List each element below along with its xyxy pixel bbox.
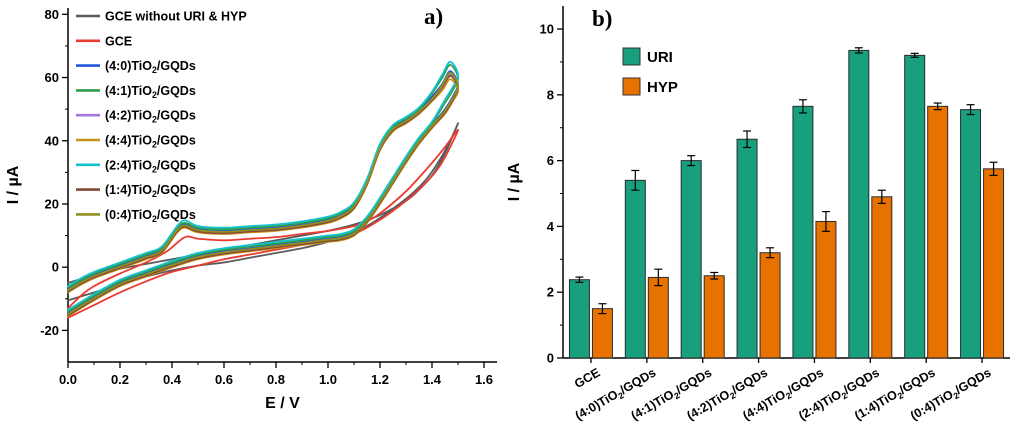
bar-uri-2: [680, 160, 702, 359]
bar-uri-5: [848, 49, 870, 359]
panel-b-y-axis-title: I / µA: [506, 162, 523, 201]
bar-hyp-3: [759, 252, 781, 359]
y-tick-label: 80: [45, 7, 59, 22]
panel-b-bar-chart: 0 2 4 6 8 10 I / µA GCE(4:0)TiO2/GQDs(4:1)TiO2/…: [506, 6, 1010, 423]
x-tick-label: 0.2: [111, 372, 129, 387]
legend-label: HYP: [647, 79, 678, 96]
panel-b-category-labels: GCE(4:0)TiO2/GQDs(4:1)TiO2/GQDs(4:2)TiO2…: [572, 358, 994, 423]
legend-item-7: (1:4)TiO2/GQDs: [76, 183, 196, 199]
bar-hyp-7: [983, 168, 1005, 359]
bar-hyp-0: [591, 308, 613, 359]
legend-label: GCE without URI & HYP: [105, 10, 247, 24]
legend-item-uri: URI: [622, 47, 673, 66]
bar-uri-4: [792, 105, 814, 359]
bar-hyp-5: [871, 196, 893, 359]
x-tick-label: 1.6: [475, 372, 493, 387]
category-label-0: GCE: [572, 365, 602, 391]
cv-curve-6: [67, 60, 459, 311]
legend-item-8: (0:4)TiO2/GQDs: [76, 208, 196, 224]
panel-a-curves: [67, 60, 459, 319]
cv-curve-7: [67, 75, 459, 317]
bar-hyp-1: [647, 276, 669, 359]
legend-label: URI: [647, 49, 673, 66]
y-tick-label: 6: [547, 153, 554, 168]
panel-a-label: a): [424, 4, 444, 29]
panel-b-bars: [568, 47, 1005, 359]
y-tick-label: 8: [547, 87, 554, 102]
bar-uri-3: [736, 138, 758, 359]
x-tick-label: 1.4: [423, 372, 442, 387]
y-tick-label: 0: [547, 351, 554, 366]
legend-label: (4:0)TiO2/GQDs: [105, 59, 196, 75]
x-tick-label: 0.8: [267, 372, 285, 387]
panel-b-y-ticks: 0 2 4 6 8 10: [540, 22, 563, 366]
x-tick-label: 0.6: [215, 372, 233, 387]
legend-label: (2:4)TiO2/GQDs: [105, 158, 196, 174]
legend-label: GCE: [105, 34, 132, 48]
bar-hyp-6: [927, 105, 949, 359]
y-tick-label: 2: [547, 285, 554, 300]
cv-curve-1: [67, 128, 459, 319]
legend-label: (4:2)TiO2/GQDs: [105, 109, 196, 125]
bar-hyp-4: [815, 220, 837, 359]
legend-item-6: (2:4)TiO2/GQDs: [76, 158, 196, 174]
x-tick-label: 1.0: [319, 372, 337, 387]
panel-a-x-axis-title: E / V: [265, 395, 300, 412]
y-tick-label: 60: [45, 70, 59, 85]
bar-hyp-2: [703, 275, 725, 359]
y-tick-label: 0: [52, 260, 59, 275]
legend-label: (4:1)TiO2/GQDs: [105, 84, 196, 100]
panel-b-legend: URI HYP: [622, 47, 678, 96]
legend-label: (1:4)TiO2/GQDs: [105, 183, 196, 199]
panel-b-label: b): [592, 6, 613, 31]
legend-item-2: (4:0)TiO2/GQDs: [76, 59, 196, 75]
y-tick-label: -20: [40, 323, 59, 338]
panel-a-legend: GCE without URI & HYP GCE (4:0)TiO2/GQDs (4…: [76, 10, 247, 224]
panel-a-x-ticks: 0.0 0.2 0.4 0.6 0.8 1.0 1.2 1.4 1.6: [59, 362, 493, 387]
bar-uri-0: [568, 279, 590, 359]
legend-item-4: (4:2)TiO2/GQDs: [76, 109, 196, 125]
bar-uri-6: [904, 54, 926, 359]
panel-a-y-ticks: -20 0 20 40 60 80: [40, 7, 68, 338]
legend-item-3: (4:1)TiO2/GQDs: [76, 84, 196, 100]
bar-uri-1: [624, 179, 646, 359]
legend-swatch: [622, 77, 641, 96]
legend-item-hyp: HYP: [622, 77, 678, 96]
cv-curve-8: [67, 71, 459, 315]
legend-item-1: GCE: [76, 34, 132, 48]
bar-uri-7: [960, 109, 982, 359]
y-tick-label: 40: [45, 133, 59, 148]
x-tick-label: 0.0: [59, 372, 77, 387]
y-tick-label: 20: [45, 196, 59, 211]
legend-label: (0:4)TiO2/GQDs: [105, 208, 196, 224]
legend-swatch: [622, 47, 641, 66]
legend-label: (4:4)TiO2/GQDs: [105, 134, 196, 150]
cv-curve-3: [67, 63, 459, 313]
panel-a-cv-chart: 0.0 0.2 0.4 0.6 0.8 1.0 1.2 1.4 1.6 -20 0 20 40 60 80 E…: [5, 7, 497, 412]
x-tick-label: 1.2: [371, 372, 389, 387]
legend-item-0: GCE without URI & HYP: [76, 10, 247, 24]
y-tick-label: 10: [540, 22, 554, 37]
panel-a-y-axis-title: I / µA: [5, 165, 22, 204]
y-tick-label: 4: [547, 219, 555, 234]
legend-item-5: (4:4)TiO2/GQDs: [76, 134, 196, 150]
x-tick-label: 0.4: [163, 372, 182, 387]
